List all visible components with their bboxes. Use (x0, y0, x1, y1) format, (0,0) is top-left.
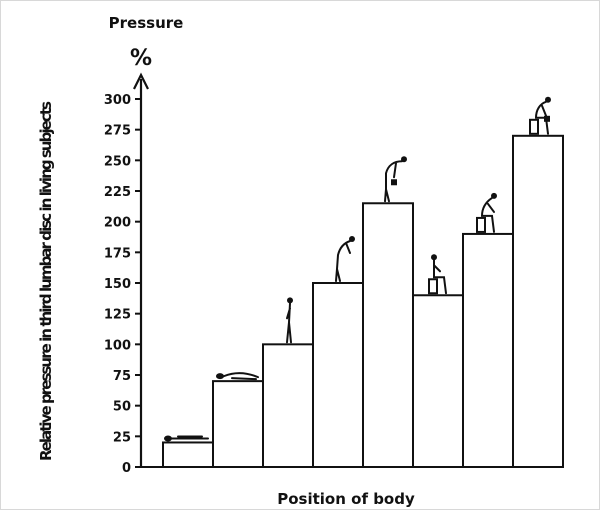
bar (462, 232, 514, 468)
bar (262, 343, 314, 469)
bar (512, 134, 564, 469)
y-axis-title: Pressure (109, 14, 184, 32)
figure-standing-leaning (335, 236, 355, 282)
figure-lying-side (216, 372, 259, 381)
figure-bending-weight (384, 156, 407, 203)
y-tick-label: 150 (104, 277, 131, 292)
figure-sitting-upright (428, 254, 447, 295)
y-tick-label: 100 (104, 338, 131, 353)
y-tick-label: 50 (113, 400, 131, 415)
y-tick-label: 175 (104, 246, 131, 261)
y-tick-label: 200 (104, 216, 131, 231)
x-axis-label: Position of body (277, 490, 415, 508)
y-tick-label: 250 (104, 154, 131, 169)
posture-figures (164, 96, 551, 442)
y-axis-unit: % (130, 46, 152, 71)
y-tick-label: 225 (104, 185, 131, 200)
y-tick-label: 0 (122, 461, 131, 476)
figure-sitting-weight (529, 96, 551, 135)
bar (412, 294, 464, 468)
bar (362, 202, 414, 468)
y-axis: 0 25 50 75 100 125 150 175 200 225 250 275 300 (104, 72, 149, 476)
figure-lying-supine (164, 435, 209, 442)
y-tick-label: 275 (104, 124, 131, 139)
y-tick-label: 125 (104, 308, 131, 323)
figure-standing (286, 297, 293, 344)
figure-sitting-leaning (476, 192, 497, 233)
y-ticks: 0 25 50 75 100 125 150 175 200 225 250 275 300 (104, 93, 141, 476)
bars (141, 134, 564, 469)
y-tick-label: 25 (113, 430, 131, 445)
bar (162, 441, 214, 469)
y-axis-label: Relative pressure in third lumbar disc i… (37, 101, 55, 461)
bar (312, 282, 364, 468)
y-axis-arrow (133, 72, 149, 90)
bar (212, 380, 264, 468)
y-tick-label: 300 (104, 93, 131, 108)
y-tick-label: 75 (113, 369, 131, 384)
